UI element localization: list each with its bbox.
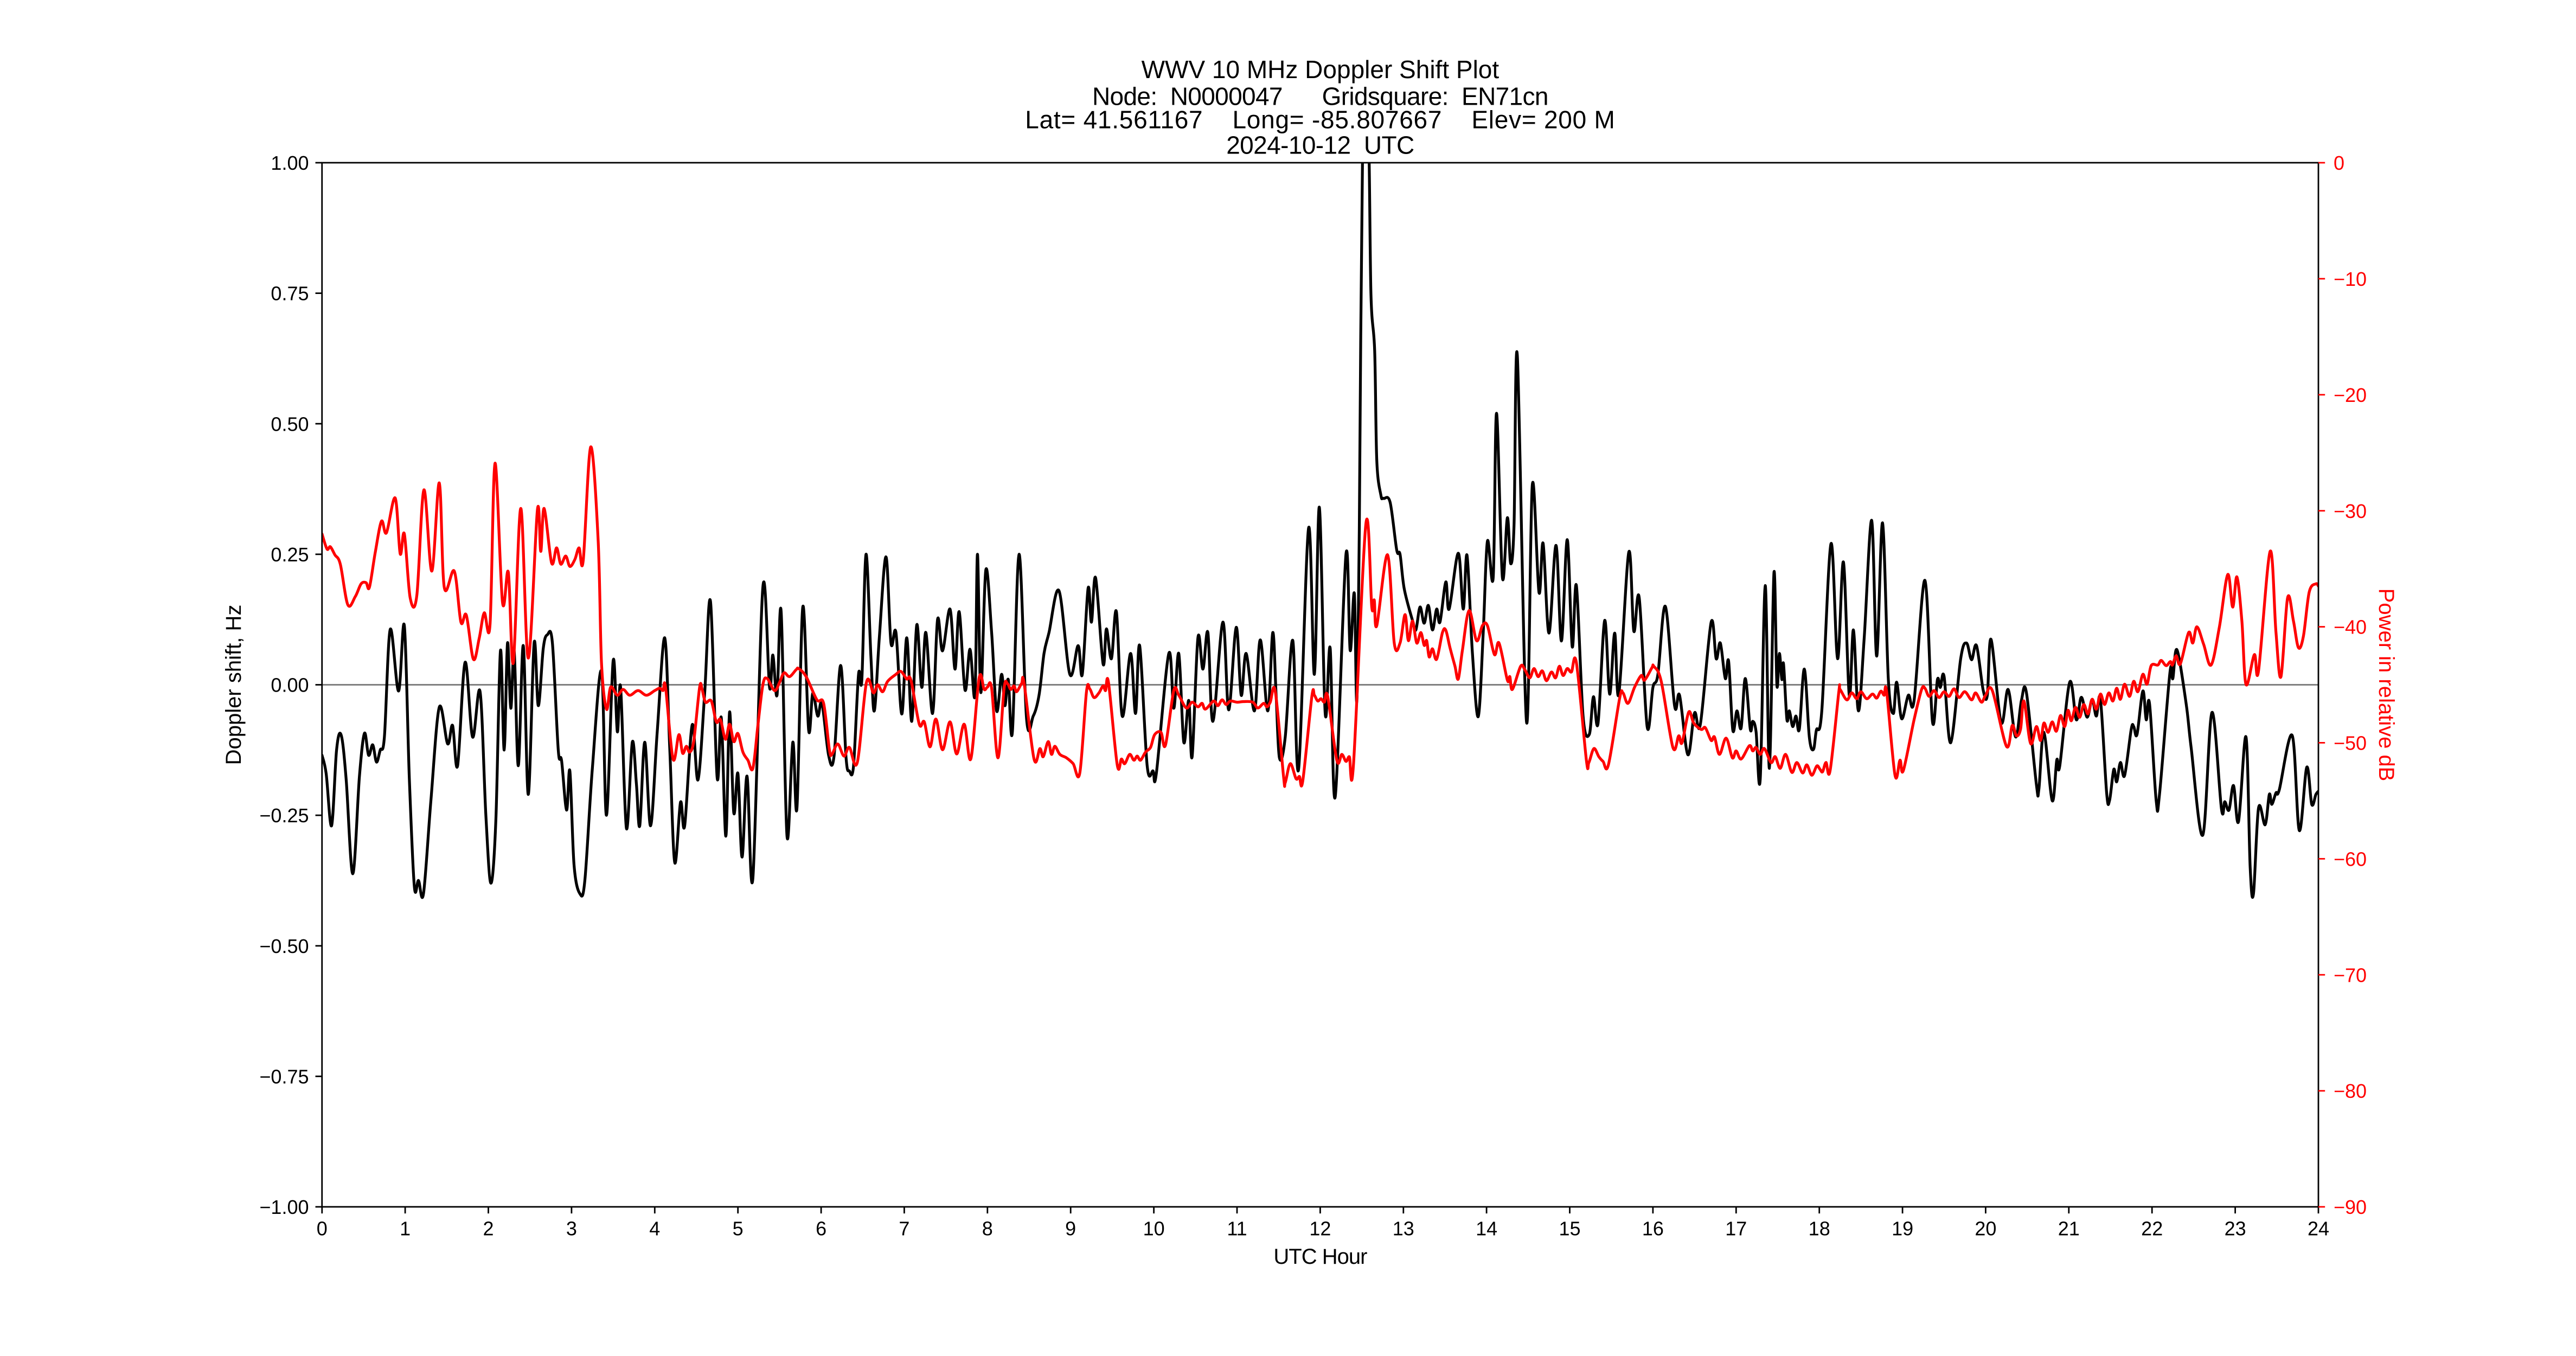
svg-text:−60: −60 <box>2334 848 2367 870</box>
svg-text:14: 14 <box>1476 1218 1497 1240</box>
svg-text:−20: −20 <box>2334 384 2367 406</box>
svg-text:−50: −50 <box>2334 732 2367 754</box>
svg-text:4: 4 <box>649 1218 660 1240</box>
svg-text:−0.50: −0.50 <box>259 935 309 957</box>
svg-text:8: 8 <box>982 1218 993 1240</box>
svg-text:2024-10-12 UTC: 2024-10-12 UTC <box>1226 131 1414 159</box>
svg-text:13: 13 <box>1393 1218 1414 1240</box>
svg-text:6: 6 <box>816 1218 826 1240</box>
svg-text:0.25: 0.25 <box>271 543 309 566</box>
svg-text:10: 10 <box>1143 1218 1165 1240</box>
svg-text:12: 12 <box>1309 1218 1331 1240</box>
svg-text:0.50: 0.50 <box>271 413 309 435</box>
svg-text:23: 23 <box>2225 1218 2246 1240</box>
svg-text:19: 19 <box>1892 1218 1913 1240</box>
svg-text:20: 20 <box>1975 1218 1996 1240</box>
svg-text:11: 11 <box>1227 1218 1247 1240</box>
svg-text:Power in relative dB: Power in relative dB <box>2374 589 2398 782</box>
svg-text:−0.75: −0.75 <box>259 1066 309 1088</box>
svg-text:5: 5 <box>733 1218 744 1240</box>
svg-text:−10: −10 <box>2334 268 2367 290</box>
svg-text:15: 15 <box>1559 1218 1580 1240</box>
svg-text:Doppler shift, Hz: Doppler shift, Hz <box>222 605 246 765</box>
svg-text:Lat= 41.561167 Long= -85.80: Lat= 41.561167 Long= -85.807667 Elev= 20… <box>1025 105 1615 133</box>
svg-text:WWV 10 MHz Doppler Shift Plot: WWV 10 MHz Doppler Shift Plot <box>1142 55 1500 84</box>
svg-text:−0.25: −0.25 <box>259 804 309 827</box>
svg-text:24: 24 <box>2308 1218 2329 1240</box>
svg-text:22: 22 <box>2141 1218 2163 1240</box>
svg-text:21: 21 <box>2058 1218 2080 1240</box>
svg-text:3: 3 <box>566 1218 577 1240</box>
svg-text:0.75: 0.75 <box>271 283 309 305</box>
svg-text:7: 7 <box>899 1218 909 1240</box>
svg-text:16: 16 <box>1642 1218 1664 1240</box>
svg-text:−1.00: −1.00 <box>259 1196 309 1218</box>
svg-text:−90: −90 <box>2334 1196 2367 1218</box>
svg-text:−80: −80 <box>2334 1080 2367 1102</box>
svg-text:0.00: 0.00 <box>271 674 309 696</box>
svg-text:0: 0 <box>317 1218 328 1240</box>
svg-text:0: 0 <box>2334 152 2344 174</box>
svg-text:−70: −70 <box>2334 964 2367 986</box>
svg-text:−40: −40 <box>2334 616 2367 638</box>
svg-text:UTC Hour: UTC Hour <box>1273 1245 1367 1269</box>
svg-text:18: 18 <box>1809 1218 1830 1240</box>
svg-text:−30: −30 <box>2334 500 2367 522</box>
svg-text:2: 2 <box>483 1218 494 1240</box>
svg-text:1.00: 1.00 <box>271 152 309 174</box>
svg-text:9: 9 <box>1065 1218 1076 1240</box>
svg-text:17: 17 <box>1725 1218 1747 1240</box>
svg-text:Node: N0000047 Gridsquar: Node: N0000047 Gridsquare: EN71cn <box>1092 82 1548 111</box>
svg-text:1: 1 <box>400 1218 411 1240</box>
